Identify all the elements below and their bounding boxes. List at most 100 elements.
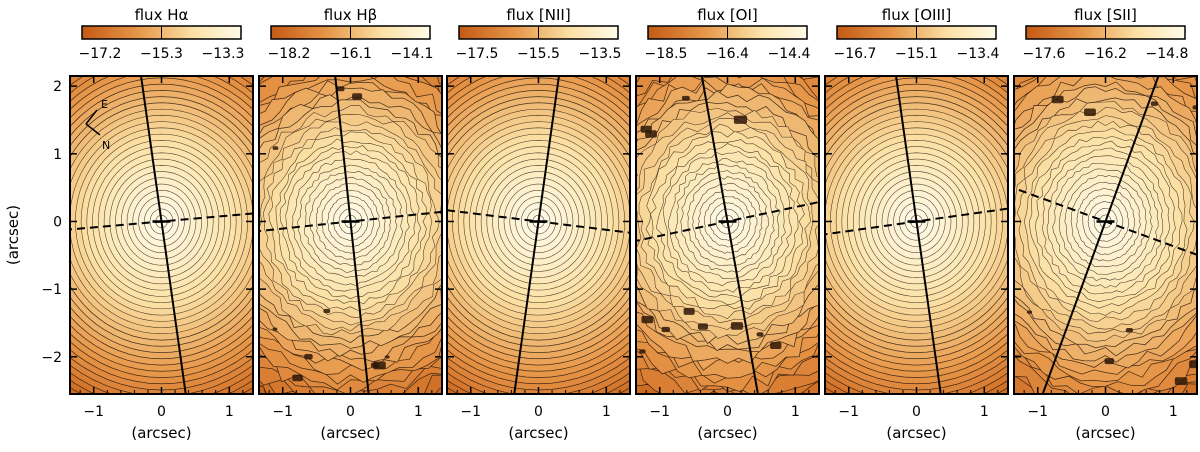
noise-blob [1192,105,1197,110]
x-tick-label: 1 [414,404,423,420]
noise-blob [645,130,657,138]
noise-blob [1125,328,1133,333]
panel-title: flux [OIII] [882,6,951,24]
colorbar-tick-label: −14.4 [768,46,811,62]
noise-blob [639,349,646,354]
noise-blob [681,95,690,101]
colorbar-tick-label: −17.6 [1023,46,1066,62]
flux-map-0 [70,76,253,394]
x-tick-label: 1 [791,404,800,420]
noise-blob [1051,95,1064,104]
colorbar-tick-label: −18.2 [268,46,311,62]
colorbar-tick-label: −13.5 [579,46,622,62]
east-arrow [85,109,98,125]
noise-blob [352,93,363,100]
y-tick-label: 1 [53,147,62,163]
noise-blob [292,374,303,382]
x-axis-label: (arcsec) [1075,424,1135,442]
x-tick-label: 0 [346,404,355,420]
x-axis-label: (arcsec) [131,424,191,442]
flux-map-1 [259,76,442,394]
y-tick-label: 0 [53,214,62,230]
y-tick-label: 2 [53,79,62,95]
noise-blob [323,308,331,314]
colorbar-tick-label: −18.5 [645,46,688,62]
colorbar-tick-label: −13.3 [202,46,245,62]
panel-2: −1 0 1 (arcsec) flux [NII] −17.5 −15.5 −13.5 [446,6,631,442]
colorbar-tick-label: −16.1 [329,46,372,62]
north-label: N [102,139,110,152]
panel-title: flux Hα [135,6,189,24]
flux-map-2 [447,76,630,394]
panel-0: −1 0 1 2 1 0 −1 −2 (arcsec) flux Hα −17.2 −15.3 −13.… [41,6,254,442]
panel-title: flux Hβ [324,6,377,24]
x-tick-label: 0 [534,404,543,420]
noise-blob [384,355,390,359]
colorbar-tick-label: −16.4 [706,46,749,62]
noise-blob [336,86,345,92]
colorbar-tick-label: −16.7 [834,46,877,62]
noise-blob [683,307,695,315]
y-axis-label: (arcsec) [4,205,22,265]
panel-title: flux [SII] [1074,6,1137,24]
noise-blob [733,115,748,124]
noise-blob [1084,108,1096,116]
x-tick-label: 0 [1101,404,1110,420]
x-tick-label: 1 [1169,404,1178,420]
colorbar-tick-label: −15.5 [517,46,560,62]
colorbar-tick-label: −14.1 [391,46,434,62]
x-tick-label: 0 [912,404,921,420]
colorbar-tick-label: −15.1 [895,46,938,62]
x-tick-label: −1 [83,404,104,420]
flux-map-4 [825,76,1008,394]
noise-blob [1026,310,1033,314]
colorbar-tick-label: −15.3 [140,46,183,62]
colorbar-tick-label: −16.2 [1084,46,1127,62]
x-tick-label: 0 [723,404,732,420]
noise-blob [272,327,278,331]
noise-blob [756,332,764,337]
x-tick-label: −1 [272,404,293,420]
noise-blob [730,322,744,330]
colorbar-tick-label: −17.2 [79,46,122,62]
x-axis-label: (arcsec) [320,424,380,442]
colorbar-tick-label: −14.8 [1146,46,1189,62]
panel-3: −1 0 1 (arcsec) flux [OI] −18.5 −16.4 −14.4 [635,6,820,442]
y-tick-label: −2 [41,350,62,366]
noise-blob [304,354,313,360]
x-tick-label: 1 [980,404,989,420]
x-tick-label: 1 [602,404,611,420]
x-tick-label: 0 [157,404,166,420]
x-tick-label: −1 [1027,404,1048,420]
flux-map-5 [1014,76,1197,394]
panel-4: −1 0 1 (arcsec) flux [OIII] −16.7 −15.1 −13.4 [824,6,1009,442]
x-axis-label: (arcsec) [508,424,568,442]
noise-blob [697,323,708,330]
panel-title: flux [NII] [506,6,570,24]
noise-blob [370,362,380,368]
x-tick-label: −1 [460,404,481,420]
x-axis-label: (arcsec) [886,424,946,442]
x-tick-label: −1 [649,404,670,420]
noise-blob [770,341,782,350]
panel-title: flux [OI] [697,6,758,24]
x-axis-label: (arcsec) [697,424,757,442]
panel-5: −1 0 1 (arcsec) flux [SII] −17.6 −16.2 −14.8 [1013,6,1198,442]
noise-blob [1104,358,1115,365]
x-tick-label: 1 [225,404,234,420]
noise-blob [1189,360,1197,369]
colorbar-tick-label: −17.5 [456,46,499,62]
panel-1: −1 0 1 (arcsec) flux Hβ −18.2 −16.1 −14.1 [258,6,443,442]
y-tick-label: −1 [41,282,62,298]
east-label: E [101,98,108,111]
noise-blob [272,146,279,150]
noise-blob [1174,377,1188,386]
noise-blob [641,315,654,324]
colorbar-tick-label: −13.4 [957,46,1000,62]
noise-blob [661,326,670,333]
x-tick-label: −1 [838,404,859,420]
north-arrow [85,123,101,136]
